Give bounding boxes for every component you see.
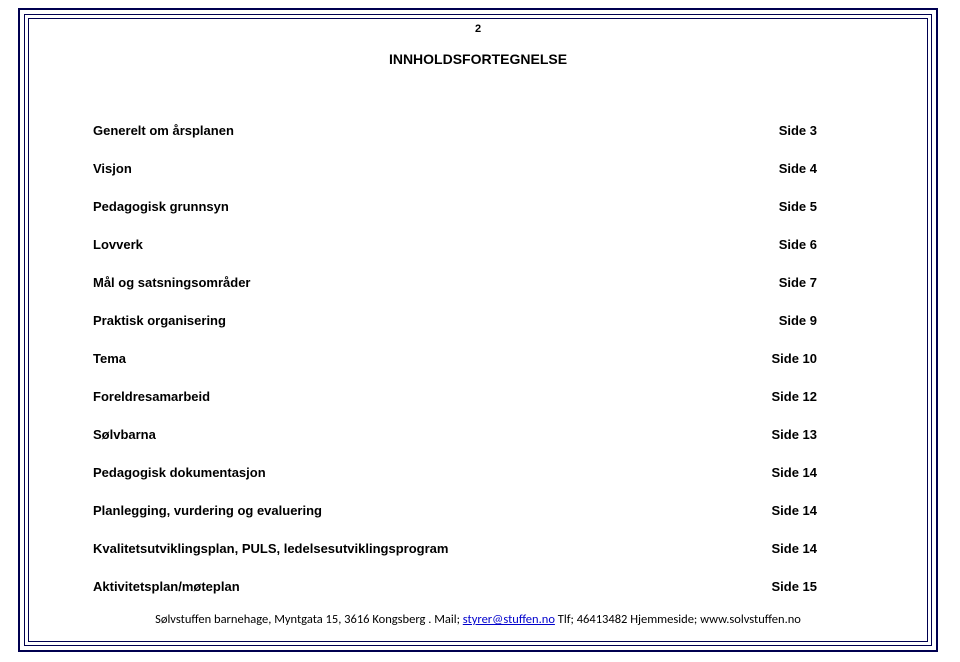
toc-item: Visjon Side 4 (93, 161, 817, 176)
page-border-mid: 2 INNHOLDSFORTEGNELSE Generelt om årspla… (24, 14, 932, 646)
toc-item-page: Side 6 (779, 237, 817, 252)
toc-item: Planlegging, vurdering og evaluering Sid… (93, 503, 817, 518)
toc-item: Generelt om årsplanen Side 3 (93, 123, 817, 138)
toc-item-page: Side 9 (779, 313, 817, 328)
page-footer: Sølvstuffen barnehage, Myntgata 15, 3616… (29, 612, 927, 627)
toc-item: Aktivitetsplan/møteplan Side 15 (93, 579, 817, 594)
toc-item-page: Side 13 (771, 427, 817, 442)
toc-item-label: Sølvbarna (93, 427, 156, 442)
toc-item: Pedagogisk dokumentasjon Side 14 (93, 465, 817, 480)
toc-item-page: Side 14 (771, 465, 817, 480)
toc-item-label: Visjon (93, 161, 132, 176)
toc-item-label: Kvalitetsutviklingsplan, PULS, ledelsesu… (93, 541, 448, 556)
page-border-outer: 2 INNHOLDSFORTEGNELSE Generelt om årspla… (18, 8, 938, 652)
toc-item-label: Lovverk (93, 237, 143, 252)
toc-item: Sølvbarna Side 13 (93, 427, 817, 442)
page-border-inner: 2 INNHOLDSFORTEGNELSE Generelt om årspla… (28, 18, 928, 642)
page-content: 2 INNHOLDSFORTEGNELSE Generelt om årspla… (29, 19, 927, 641)
toc-item-page: Side 4 (779, 161, 817, 176)
toc-item: Lovverk Side 6 (93, 237, 817, 252)
toc-item: Mål og satsningsområder Side 7 (93, 275, 817, 290)
toc-heading: INNHOLDSFORTEGNELSE (29, 51, 927, 67)
toc-item-page: Side 3 (779, 123, 817, 138)
toc-list: Generelt om årsplanen Side 3 Visjon Side… (93, 123, 817, 617)
toc-item-page: Side 14 (771, 541, 817, 556)
toc-item: Praktisk organisering Side 9 (93, 313, 817, 328)
toc-item-page: Side 7 (779, 275, 817, 290)
toc-item: Pedagogisk grunnsyn Side 5 (93, 199, 817, 214)
footer-text-2: Tlf; 46413482 Hjemmeside; www.solvstuffe… (555, 612, 801, 627)
toc-item-label: Aktivitetsplan/møteplan (93, 579, 240, 594)
toc-item-label: Foreldresamarbeid (93, 389, 210, 404)
toc-item-page: Side 5 (779, 199, 817, 214)
toc-item-label: Generelt om årsplanen (93, 123, 234, 138)
footer-email: styrer@stuffen.no (463, 612, 555, 627)
toc-item: Foreldresamarbeid Side 12 (93, 389, 817, 404)
toc-item-label: Pedagogisk dokumentasjon (93, 465, 266, 480)
toc-item: Tema Side 10 (93, 351, 817, 366)
toc-item-label: Planlegging, vurdering og evaluering (93, 503, 322, 518)
toc-item: Kvalitetsutviklingsplan, PULS, ledelsesu… (93, 541, 817, 556)
toc-item-page: Side 12 (771, 389, 817, 404)
toc-item-label: Mål og satsningsområder (93, 275, 250, 290)
toc-item-page: Side 15 (771, 579, 817, 594)
toc-item-label: Pedagogisk grunnsyn (93, 199, 229, 214)
toc-item-label: Tema (93, 351, 126, 366)
toc-item-page: Side 10 (771, 351, 817, 366)
footer-text-1: Sølvstuffen barnehage, Myntgata 15, 3616… (155, 612, 463, 627)
toc-item-page: Side 14 (771, 503, 817, 518)
page-number: 2 (29, 23, 927, 35)
toc-item-label: Praktisk organisering (93, 313, 226, 328)
